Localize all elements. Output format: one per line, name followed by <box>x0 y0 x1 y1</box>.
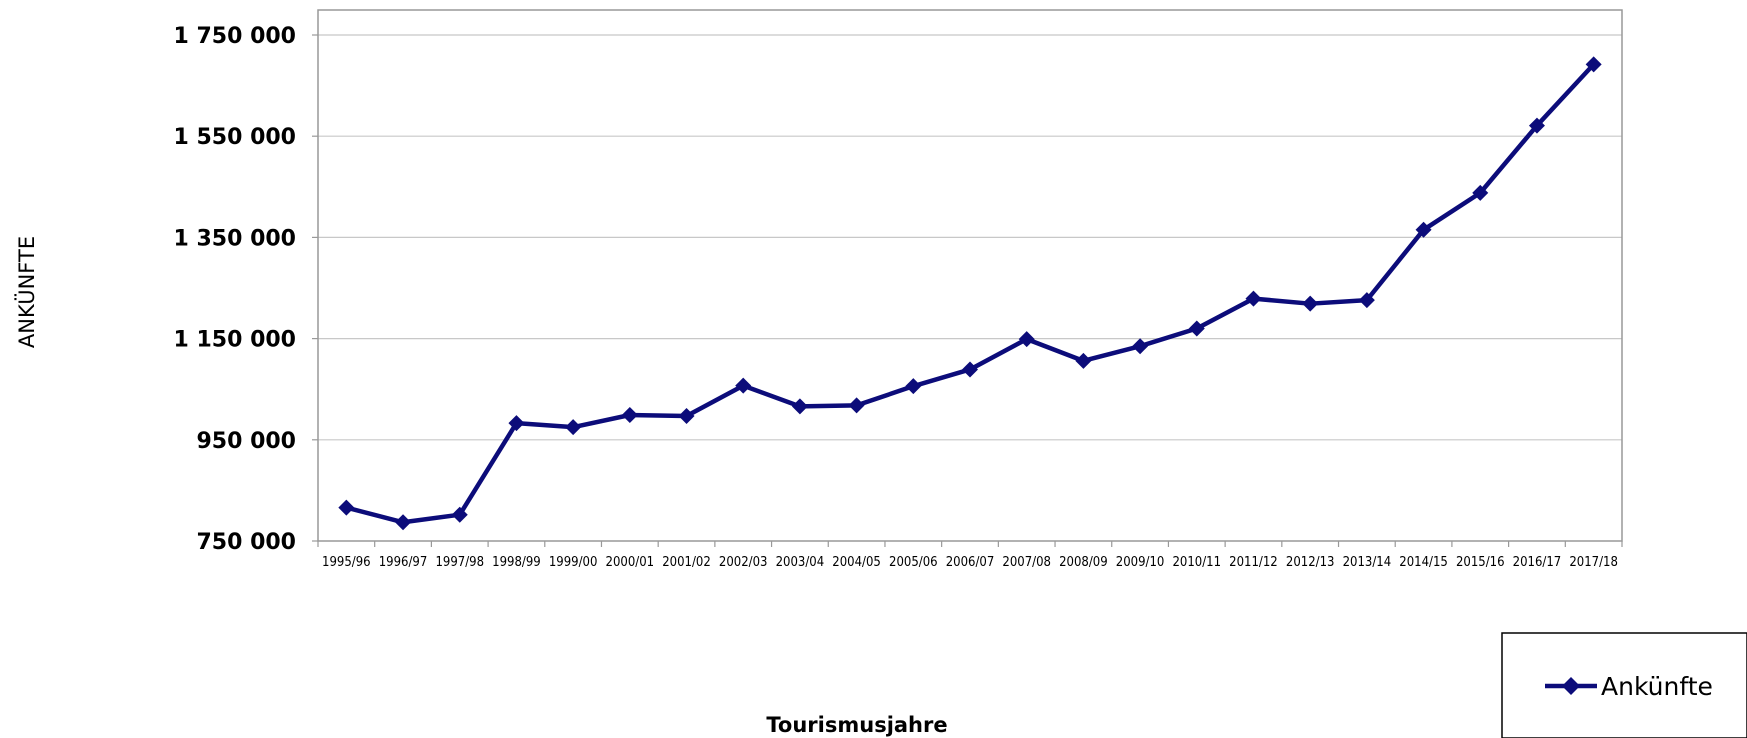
data-point-marker <box>735 377 752 394</box>
x-tick-label: 2004/05 <box>832 555 881 570</box>
y-tick-label: 1 350 000 <box>174 226 296 251</box>
x-tick-label: 2006/07 <box>946 555 995 570</box>
x-tick-label: 2014/15 <box>1399 555 1448 570</box>
data-point-marker <box>338 499 355 516</box>
data-point-marker <box>1358 292 1375 309</box>
grid-lines <box>312 34 1622 542</box>
data-point-marker <box>791 398 808 415</box>
data-point-marker <box>1302 295 1319 312</box>
x-tick-label: 2015/16 <box>1456 555 1505 570</box>
x-tick-label: 2008/09 <box>1059 555 1108 570</box>
data-point-marker <box>1528 117 1545 134</box>
data-point-marker <box>848 397 865 414</box>
x-tick-label: 2013/14 <box>1343 555 1392 570</box>
legend-diamond-marker-icon <box>1562 677 1580 695</box>
y-tick-label: 1 750 000 <box>174 24 296 49</box>
x-tick-label: 1996/97 <box>379 555 428 570</box>
plot-area-frame <box>317 9 1623 542</box>
x-tick-label: 2011/12 <box>1229 555 1278 570</box>
x-tick-label: 2001/02 <box>662 555 711 570</box>
data-point-marker <box>1018 331 1035 348</box>
x-axis-label: Tourismusjahre <box>766 713 947 737</box>
y-tick-label: 750 000 <box>196 530 296 555</box>
x-tick-label: 2012/13 <box>1286 555 1335 570</box>
x-axis-tick-labels: 1995/96 1996/97 1997/98 1998/99 1999/00 2000/… <box>317 541 1623 570</box>
series-group <box>338 56 1602 531</box>
y-tick-label: 950 000 <box>196 429 296 454</box>
data-point-marker <box>1472 184 1489 201</box>
data-point-marker <box>1245 290 1262 307</box>
data-point-marker <box>1188 320 1205 337</box>
data-point-marker <box>621 407 638 424</box>
x-tick-label: 1998/99 <box>492 555 541 570</box>
x-tick-label: 2016/17 <box>1513 555 1562 570</box>
series-line <box>345 62 1596 525</box>
y-axis-label: ANKÜNFTE <box>14 236 39 348</box>
legend-series-name: Ankünfte <box>1601 672 1713 701</box>
x-tick-label: 2007/08 <box>1002 555 1051 570</box>
x-tick-label: 2005/06 <box>889 555 938 570</box>
data-point-marker <box>962 361 978 378</box>
data-point-marker <box>1075 352 1092 369</box>
x-tick-label: 2000/01 <box>606 555 655 570</box>
x-tick-label: 1995/96 <box>322 555 371 570</box>
y-axis-tick-labels: 750 000 950 000 1 150 000 1 350 000 1 550 00… <box>174 24 296 555</box>
x-tick-label: 2002/03 <box>719 555 768 570</box>
x-tick-label: 2017/18 <box>1569 555 1618 570</box>
data-point-marker <box>678 408 695 425</box>
data-point-marker <box>565 419 582 436</box>
legend: Ankünfte <box>1501 632 1747 738</box>
y-tick-label: 1 550 000 <box>174 125 296 150</box>
data-point-marker <box>1415 221 1432 238</box>
x-tick-label: 1997/98 <box>435 555 484 570</box>
x-tick-label: 1999/00 <box>549 555 598 570</box>
x-tick-label: 2010/11 <box>1172 555 1221 570</box>
x-tick-label: 2009/10 <box>1116 555 1165 570</box>
data-point-marker <box>905 378 922 395</box>
data-point-marker <box>395 514 412 531</box>
data-point-marker <box>451 506 468 523</box>
data-point-marker <box>1585 56 1602 73</box>
legend-box <box>1501 632 1747 738</box>
y-tick-label: 1 150 000 <box>174 328 296 353</box>
x-tick-label: 2003/04 <box>776 555 825 570</box>
data-point-marker <box>508 415 525 432</box>
data-point-marker <box>1132 338 1149 355</box>
